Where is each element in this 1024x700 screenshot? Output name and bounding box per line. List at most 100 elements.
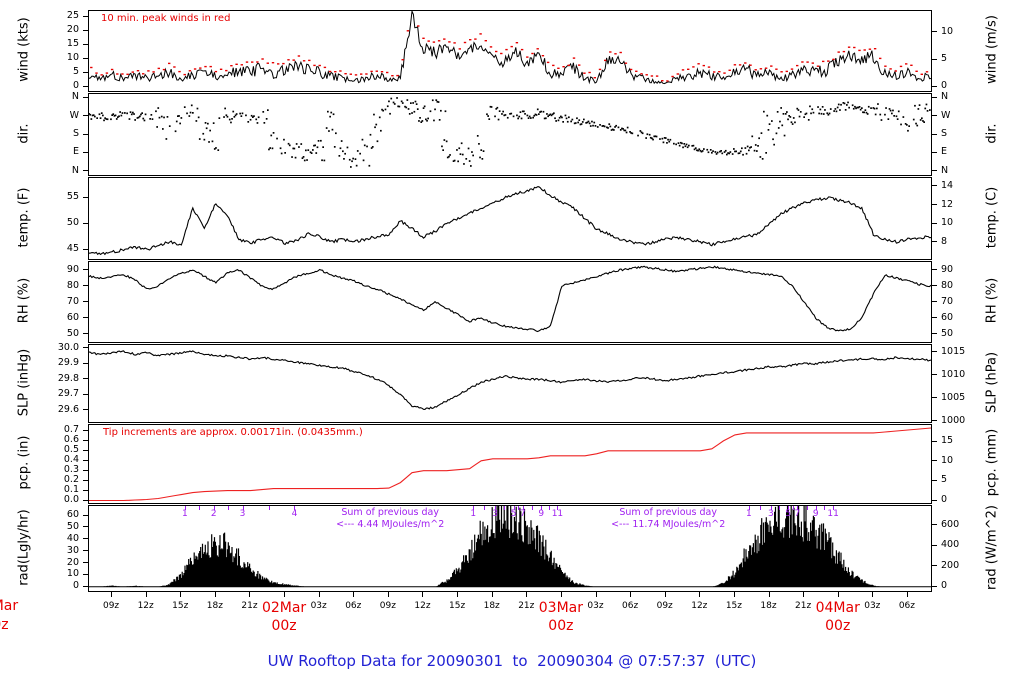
rad-hour-mark-label: 9 [538, 509, 545, 519]
y-tick-mark [932, 31, 937, 33]
y-tick-mark [83, 317, 88, 318]
y-tick-mark [932, 460, 937, 462]
y-tick-label: 1000 [941, 414, 966, 426]
x-tick-mark [457, 591, 459, 597]
y-tick-label: 0 [72, 80, 79, 92]
y-tick-mark [932, 301, 937, 302]
y-tick-mark [83, 222, 88, 224]
y-tick-mark [83, 151, 88, 153]
y-tick-mark [83, 285, 88, 286]
y-tick-label: 0.7 [63, 424, 79, 436]
y-tick-label: 0.0 [63, 494, 79, 506]
rad-hour-mark-tick [792, 506, 794, 510]
y-tick-label: 8 [941, 235, 948, 247]
rad-hour-mark-tick [513, 506, 515, 510]
rad-hour-mark-tick [199, 506, 201, 510]
rad-hour-mark-tick [473, 506, 475, 510]
x-axis-date-label: 03Mar 00z [538, 600, 584, 634]
x-tick-mark [422, 591, 424, 597]
y-tick-label: 90 [941, 263, 954, 275]
x-tick-mark [318, 591, 320, 597]
x-tick-label: 21z [518, 601, 535, 611]
y-tick-mark [932, 397, 937, 399]
y-tick-label: 0.5 [63, 444, 79, 456]
rad-hour-mark-label: 1 [746, 509, 752, 519]
y-tick-mark [83, 499, 88, 501]
y-tick-label: 0.2 [63, 474, 79, 486]
panel-temp [88, 177, 932, 260]
rad-hour-mark-label: 11 [827, 509, 839, 519]
y-tick-mark [83, 248, 88, 250]
y-tick-mark [932, 420, 937, 422]
y-tick-label: 29.8 [57, 372, 79, 384]
x-tick-label: 03z [864, 601, 881, 611]
y-tick-label: 400 [941, 539, 960, 551]
x-tick-label: 06z [622, 601, 639, 611]
rh-series [89, 265, 931, 333]
rad-hour-mark-tick [815, 506, 817, 510]
y-tick-mark [932, 499, 937, 501]
y-tick-label: 1005 [941, 391, 966, 403]
y-tick-mark [83, 196, 88, 198]
rad-hour-mark-label: 7 [519, 509, 526, 519]
x-tick-label: 09z [379, 601, 396, 611]
y-tick-label: 10 [941, 25, 954, 37]
y-tick-label: 25 [66, 10, 79, 22]
y-tick-mark [932, 585, 937, 587]
rad-hour-mark-tick [770, 506, 772, 510]
y-tick-label: 0.3 [63, 464, 79, 476]
rad-hour-mark-label: 9 [812, 509, 819, 519]
rad-hour-mark-label: 3 [767, 509, 774, 519]
y-tick-label: 14 [941, 179, 954, 191]
y-tick-label: 29.9 [57, 357, 79, 369]
y-tick-label: E [941, 146, 948, 158]
panel-wind [88, 10, 932, 92]
y-tick-label: 0.4 [63, 454, 79, 466]
x-tick-mark [906, 591, 908, 597]
rad-hour-mark-tick [242, 506, 244, 510]
x-tick-label: 12z [137, 601, 154, 611]
x-tick-label: 21z [795, 601, 812, 611]
rad-hour-mark-tick [541, 506, 543, 510]
x-tick-label: 15z [172, 601, 189, 611]
y-tick-mark [83, 170, 88, 172]
rad-hour-mark-tick [495, 506, 497, 510]
panel-pcp [88, 424, 932, 504]
x-tick-label: 12z [691, 601, 708, 611]
y-tick-mark [83, 133, 88, 135]
y-tick-label: 5 [72, 66, 79, 78]
y-tick-label: W [69, 109, 79, 121]
x-tick-mark [872, 591, 874, 597]
rad-hour-mark-tick [824, 506, 826, 510]
y-tick-label: N [71, 91, 79, 103]
clipped-date-line1: 01Mar [0, 598, 19, 614]
rad-hour-mark-label: 5 [785, 509, 791, 519]
x-tick-mark [803, 591, 805, 597]
y-tick-mark [932, 374, 937, 376]
pcp-series [89, 427, 931, 502]
y-tick-mark [83, 301, 88, 302]
rad-hour-mark-tick [504, 506, 506, 510]
y-tick-mark [83, 439, 88, 441]
rad-hour-mark-tick [518, 506, 520, 510]
figure-title: UW Rooftop Data for 20090301 to 20090304… [267, 652, 757, 670]
y-tick-label: 10 [941, 217, 954, 229]
y-tick-label: 12 [941, 198, 954, 210]
y-tick-label: 10 [66, 568, 79, 580]
y-tick-label: 50 [66, 327, 79, 339]
panel-dir [88, 93, 932, 176]
y-axis-label-left: rad(Lgly/hr) [16, 508, 32, 586]
y-tick-label: 600 [941, 518, 960, 530]
x-tick-mark [526, 591, 528, 597]
y-tick-mark [83, 409, 88, 411]
y-tick-mark [83, 393, 88, 395]
rad-hour-mark-label: 1 [470, 509, 477, 519]
y-tick-label: 29.7 [57, 388, 79, 400]
rad-hour-mark-tick [779, 506, 781, 510]
rad-sum-annotation-1: Sum of previous day <--- 4.44 MJoules/m^… [336, 507, 444, 531]
rad-hour-mark-tick [748, 506, 750, 510]
y-tick-label: W [941, 109, 951, 121]
x-tick-label: 18z [483, 601, 500, 611]
y-tick-mark [932, 524, 937, 526]
y-tick-label: 70 [66, 295, 79, 307]
